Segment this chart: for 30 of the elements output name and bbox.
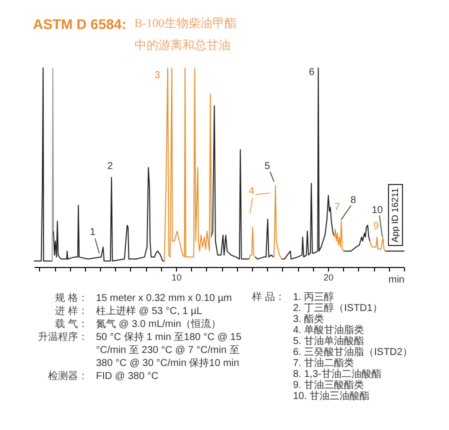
x-axis-title: min [388,274,404,286]
text: 7. 甘油二酯类 [293,358,354,369]
annotation: 5 [264,160,270,172]
text: 8. 1,3-甘油二油酸酯 [293,369,382,380]
annotation: 9 [373,220,379,232]
chart-subtitle: B-100生物柴油甲酯中的游离和总甘油 [134,15,238,54]
annotation: 1 [90,226,96,238]
text: 规 格： 15 meter x 0.32 mm x 0.10 µm [54,292,233,305]
annotation: App ID 16211 [390,188,400,242]
annotation: 10 [372,204,383,216]
text: 样 品： 1. 丙三醇 [251,292,336,303]
annotation: 7 [334,202,340,214]
text: 10. 甘油三油酸酯 [293,391,371,402]
text: 3. 酯类 [293,314,324,325]
text: 载 气： 氮气 @ 3.0 mL/min（恒流） [54,318,222,331]
annotation: 3 [154,70,160,81]
text: 升温程序： 50 °C 保持 1 min 至180 °C @ 15 °C/min 至 230 °C @ 7 °C/min 至 380 °C @ 30 °C/min 保持10 min [37,331,242,370]
text: 9. 甘油三酸酯类 [293,380,364,391]
text: 6. 三癸酸甘油脂（ISTD2） [293,347,414,358]
annotation: 6 [308,67,314,78]
annotation: 8 [350,194,356,206]
text: 4. 单酸甘油脂类 [293,325,366,336]
x-tick-label: 20 [324,272,334,282]
text: 2. 丁三醇（ISTD1） [293,303,384,314]
annotation: 4 [248,186,254,198]
chart-title: ASTM D 6584: [33,16,126,32]
annotation: 2 [107,161,113,172]
text: 检测器： FID @ 380 °C [47,370,160,383]
text: 5. 甘油单油酸酯 [293,336,366,347]
text: 进 样： 柱上进样 @ 53 °C, 1 µL [54,305,204,318]
